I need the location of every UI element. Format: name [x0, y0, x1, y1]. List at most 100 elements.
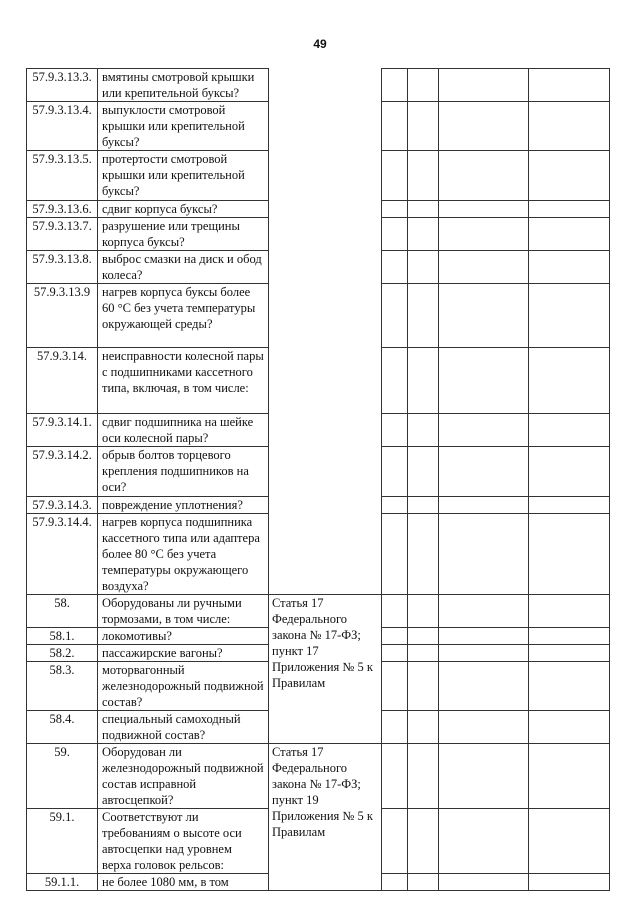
answer-cell[interactable] [407, 200, 439, 218]
answer-cell[interactable] [438, 873, 529, 891]
answer-cell[interactable] [381, 250, 408, 284]
answer-cell[interactable] [381, 627, 408, 645]
answer-cell[interactable] [381, 217, 408, 251]
answer-cell[interactable] [528, 873, 610, 891]
answer-cell[interactable] [528, 347, 610, 414]
item-question: не более 1080 мм, в том [97, 873, 269, 891]
answer-cell[interactable] [407, 594, 439, 628]
answer-cell[interactable] [407, 710, 439, 744]
item-number: 59.1. [26, 808, 98, 874]
item-question: Соответствуют ли требованиям о высоте ос… [97, 808, 269, 874]
table-row: 57.9.3.13.4. выпуклости смотровой крышки … [26, 101, 610, 151]
answer-cell[interactable] [407, 644, 439, 662]
item-number: 57.9.3.14. [26, 347, 98, 414]
answer-cell[interactable] [528, 808, 610, 874]
answer-cell[interactable] [528, 710, 610, 744]
answer-cell[interactable] [438, 513, 529, 595]
answer-cell[interactable] [381, 743, 408, 809]
answer-cell[interactable] [381, 661, 408, 711]
answer-cell[interactable] [381, 594, 408, 628]
item-question: Оборудованы ли ручными тормозами, в том … [97, 594, 269, 628]
answer-cell[interactable] [407, 873, 439, 891]
answer-cell[interactable] [381, 446, 408, 497]
answer-cell[interactable] [528, 413, 610, 447]
answer-cell[interactable] [381, 496, 408, 514]
answer-cell[interactable] [381, 710, 408, 744]
answer-cell[interactable] [528, 200, 610, 218]
item-question: моторвагонный железнодорожный подвижной … [97, 661, 269, 711]
item-number: 57.9.3.14.1. [26, 413, 98, 447]
answer-cell[interactable] [528, 217, 610, 251]
answer-cell[interactable] [381, 68, 408, 102]
answer-cell[interactable] [528, 283, 610, 348]
table-row: 57.9.3.14.3. повреждение уплотнения? [26, 496, 610, 514]
answer-cell[interactable] [407, 446, 439, 497]
answer-cell[interactable] [407, 101, 439, 151]
answer-cell[interactable] [407, 743, 439, 809]
answer-cell[interactable] [381, 513, 408, 595]
answer-cell[interactable] [528, 446, 610, 497]
answer-cell[interactable] [438, 413, 529, 447]
answer-cell[interactable] [381, 347, 408, 414]
table-row: 58.4. специальный самоходный подвижной со… [26, 710, 610, 744]
answer-cell[interactable] [438, 446, 529, 497]
answer-cell[interactable] [407, 413, 439, 447]
table-row: 57.9.3.14. неисправности колесной пары с … [26, 347, 610, 414]
answer-cell[interactable] [438, 250, 529, 284]
law-ref-empty [268, 68, 382, 595]
answer-cell[interactable] [407, 250, 439, 284]
answer-cell[interactable] [438, 200, 529, 218]
table-row: 58. Оборудованы ли ручными тормозами, в т… [26, 594, 610, 744]
answer-cell[interactable] [528, 496, 610, 514]
answer-cell[interactable] [438, 150, 529, 201]
answer-cell[interactable] [528, 627, 610, 645]
answer-cell[interactable] [438, 496, 529, 514]
item-number: 58.3. [26, 661, 98, 711]
answer-cell[interactable] [438, 594, 529, 628]
answer-cell[interactable] [407, 150, 439, 201]
answer-cell[interactable] [438, 644, 529, 662]
answer-cell[interactable] [407, 496, 439, 514]
answer-cell[interactable] [407, 808, 439, 874]
answer-cell[interactable] [438, 347, 529, 414]
answer-cell[interactable] [438, 627, 529, 645]
answer-cell[interactable] [528, 250, 610, 284]
answer-cell[interactable] [438, 710, 529, 744]
answer-cell[interactable] [528, 644, 610, 662]
answer-cell[interactable] [381, 283, 408, 348]
item-number: 57.9.3.13.4. [26, 101, 98, 151]
answer-cell[interactable] [407, 217, 439, 251]
answer-cell[interactable] [438, 661, 529, 711]
item-question: локомотивы? [97, 627, 269, 645]
answer-cell[interactable] [407, 661, 439, 711]
answer-cell[interactable] [407, 68, 439, 102]
answer-cell[interactable] [381, 101, 408, 151]
answer-cell[interactable] [528, 150, 610, 201]
answer-cell[interactable] [438, 101, 529, 151]
answer-cell[interactable] [438, 68, 529, 102]
table-row: 57.9.3.13.6. сдвиг корпуса буксы? [26, 200, 610, 218]
item-question: сдвиг корпуса буксы? [97, 200, 269, 218]
answer-cell[interactable] [381, 873, 408, 891]
answer-cell[interactable] [528, 594, 610, 628]
answer-cell[interactable] [381, 200, 408, 218]
answer-cell[interactable] [407, 627, 439, 645]
answer-cell[interactable] [528, 661, 610, 711]
item-number: 57.9.3.13.8. [26, 250, 98, 284]
answer-cell[interactable] [528, 101, 610, 151]
answer-cell[interactable] [528, 68, 610, 102]
answer-cell[interactable] [381, 644, 408, 662]
answer-cell[interactable] [381, 413, 408, 447]
answer-cell[interactable] [528, 743, 610, 809]
answer-cell[interactable] [528, 513, 610, 595]
answer-cell[interactable] [381, 808, 408, 874]
answer-cell[interactable] [438, 217, 529, 251]
answer-cell[interactable] [438, 283, 529, 348]
answer-cell[interactable] [407, 283, 439, 348]
answer-cell[interactable] [381, 150, 408, 201]
answer-cell[interactable] [438, 743, 529, 809]
item-question: неисправности колесной пары с подшипника… [97, 347, 269, 414]
answer-cell[interactable] [438, 808, 529, 874]
answer-cell[interactable] [407, 513, 439, 595]
answer-cell[interactable] [407, 347, 439, 414]
